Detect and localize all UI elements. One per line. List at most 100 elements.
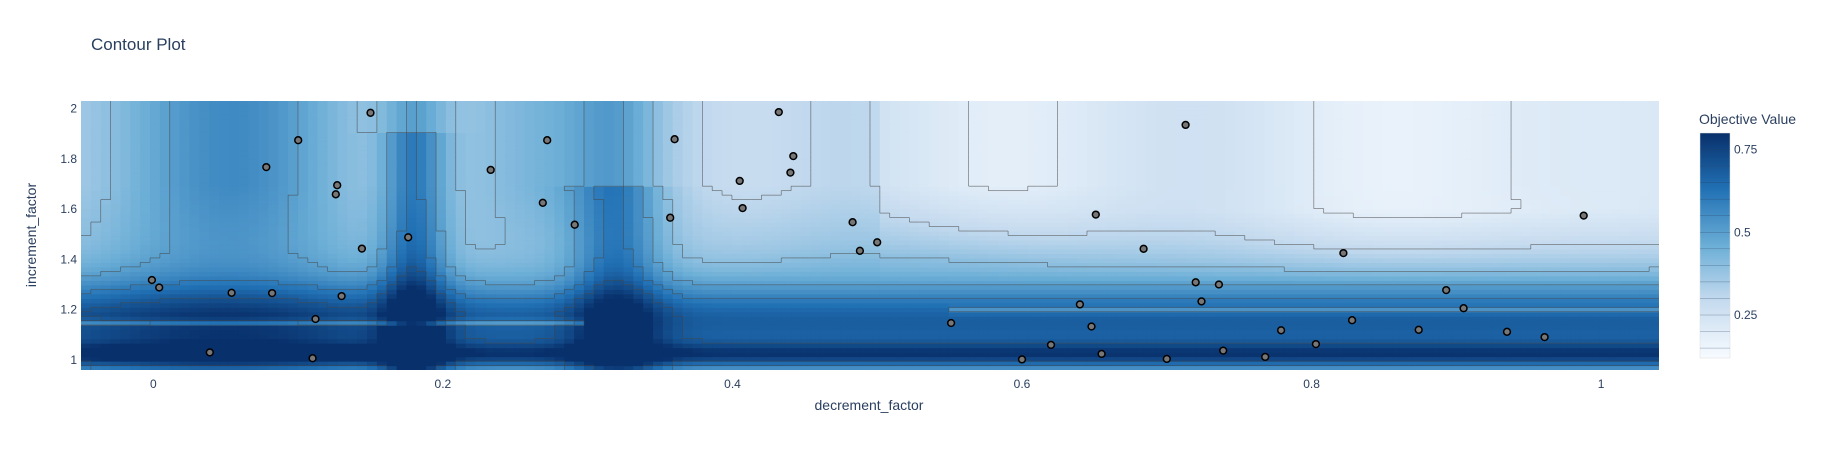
contour-cell xyxy=(465,204,477,210)
contour-cell xyxy=(327,329,339,335)
contour-cell xyxy=(199,316,210,322)
contour-cell xyxy=(386,136,398,142)
contour-cell xyxy=(140,195,151,201)
contour-cell xyxy=(455,307,467,313)
contour-cell xyxy=(870,132,881,138)
contour-cell xyxy=(90,365,102,370)
contour-cell xyxy=(564,172,575,178)
contour-cell xyxy=(791,190,802,196)
contour-cell xyxy=(791,217,802,223)
contour-cell xyxy=(416,311,427,317)
contour-cell xyxy=(820,307,832,313)
contour-cell xyxy=(406,132,417,138)
contour-cell xyxy=(219,222,230,228)
contour-cell xyxy=(870,325,881,331)
contour-cell xyxy=(741,298,753,304)
contour-cell xyxy=(386,320,398,326)
contour-cell xyxy=(189,325,200,331)
contour-cell xyxy=(682,136,694,142)
contour-cell xyxy=(534,338,546,344)
contour-cell xyxy=(120,199,131,205)
contour-cell xyxy=(810,172,822,178)
contour-cell xyxy=(179,105,191,111)
contour-cell xyxy=(297,123,309,129)
contour-cell xyxy=(90,334,102,340)
contour-cell xyxy=(702,356,713,362)
contour-cell xyxy=(475,222,486,228)
contour-cell xyxy=(731,150,743,156)
contour-cell xyxy=(840,195,851,201)
contour-cell xyxy=(81,101,92,107)
contour-cell xyxy=(564,105,575,111)
contour-cell xyxy=(751,239,763,246)
contour-cell xyxy=(278,307,289,313)
contour-cell xyxy=(169,217,181,223)
contour-cell xyxy=(169,226,181,232)
contour-cell xyxy=(633,280,644,286)
contour-cell xyxy=(317,280,329,286)
contour-cell xyxy=(702,307,713,313)
contour-cell xyxy=(800,208,812,214)
contour-cell xyxy=(524,231,536,237)
contour-cell xyxy=(376,145,388,151)
contour-cell xyxy=(534,150,546,156)
contour-cell xyxy=(357,208,368,214)
contour-cell xyxy=(376,352,388,358)
contour-cell xyxy=(830,222,842,228)
contour-cell xyxy=(465,311,477,317)
contour-cell xyxy=(288,154,299,160)
contour-cell xyxy=(100,239,112,246)
contour-cell xyxy=(820,190,832,196)
contour-cell xyxy=(840,343,851,349)
contour-cell xyxy=(199,141,210,147)
contour-cell xyxy=(544,208,555,214)
contour-cell xyxy=(751,105,763,111)
contour-cell xyxy=(564,132,575,138)
contour-cell xyxy=(870,365,881,370)
contour-cell xyxy=(603,307,615,313)
contour-cell xyxy=(445,329,457,335)
contour-cell xyxy=(860,150,871,156)
contour-cell xyxy=(475,101,486,107)
contour-cell xyxy=(722,123,733,129)
contour-cell xyxy=(219,257,230,263)
contour-cell xyxy=(485,298,496,304)
contour-cell xyxy=(751,204,763,210)
contour-cell xyxy=(357,127,368,133)
contour-cell xyxy=(879,105,891,111)
contour-cell xyxy=(179,109,191,116)
contour-cell xyxy=(445,105,457,111)
contour-cell xyxy=(90,248,102,255)
contour-cell xyxy=(238,239,250,246)
contour-cell xyxy=(465,127,477,133)
contour-cell xyxy=(209,365,220,370)
contour-cell xyxy=(860,118,871,125)
contour-cell xyxy=(159,195,171,201)
contour-cell xyxy=(860,365,871,370)
contour-cell xyxy=(209,145,220,151)
contour-cell xyxy=(209,257,220,263)
contour-cell xyxy=(731,190,743,196)
contour-cell xyxy=(140,352,151,358)
contour-cell xyxy=(130,145,141,151)
contour-cell xyxy=(357,307,368,313)
contour-cell xyxy=(702,302,713,308)
contour-cell xyxy=(643,101,654,107)
contour-cell xyxy=(278,186,289,192)
contour-cell xyxy=(761,123,772,129)
contour-cell xyxy=(613,204,625,210)
contour-cell xyxy=(416,343,427,349)
contour-cell xyxy=(860,222,871,228)
contour-cell xyxy=(662,168,674,174)
contour-cell xyxy=(436,361,447,367)
contour-cell xyxy=(564,244,575,250)
contour-cell xyxy=(169,136,181,142)
contour-cell xyxy=(623,356,634,362)
contour-cell xyxy=(228,226,240,232)
contour-cell xyxy=(297,311,309,317)
contour-cell xyxy=(130,365,141,370)
contour-cell xyxy=(337,226,348,232)
contour-cell xyxy=(593,248,605,255)
contour-cell xyxy=(436,302,447,308)
contour-cell xyxy=(189,213,200,219)
